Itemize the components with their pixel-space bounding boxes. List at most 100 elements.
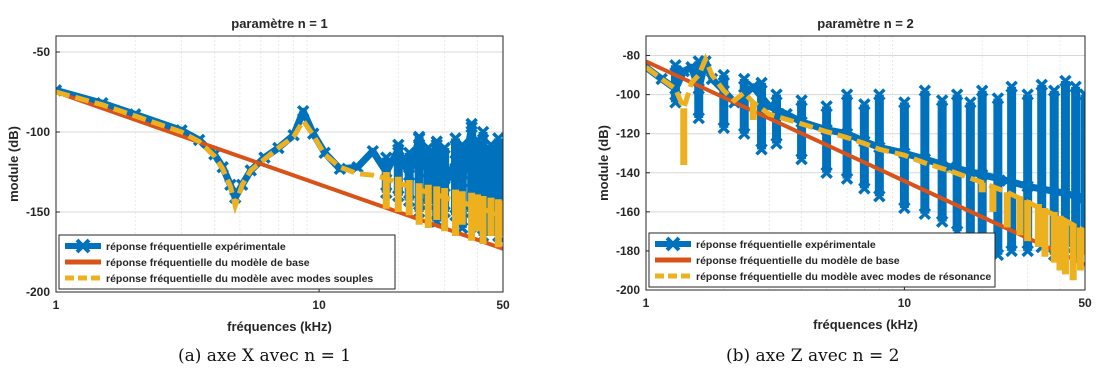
legend: réponse fréquentielle expérimentale répon…	[58, 234, 396, 290]
series-marker	[898, 201, 911, 215]
x-tick-label: 1	[53, 298, 60, 312]
y-tick-label: -100	[616, 88, 640, 102]
legend-item-3: réponse fréquentielle du modèle avec mod…	[655, 271, 991, 283]
series-marker	[1053, 186, 1067, 199]
series-marker	[496, 144, 503, 158]
series-marker	[898, 96, 911, 109]
series-marker	[484, 175, 498, 188]
series-marker	[770, 137, 783, 150]
x-axis-label: fréquences (kHz)	[813, 317, 918, 332]
series-marker	[858, 98, 871, 111]
chart-title: paramètre n = 2	[817, 16, 913, 31]
series-marker	[1059, 74, 1072, 88]
y-tick-label: -180	[616, 244, 640, 258]
legend-box	[58, 234, 396, 290]
series-marker	[820, 166, 833, 180]
legend-item-1: réponse fréquentielle expérimentale	[655, 236, 876, 252]
series-marker	[1000, 174, 1014, 187]
series-marker	[449, 154, 462, 168]
y-tick-label: -100	[26, 125, 50, 139]
series-marker	[717, 68, 731, 82]
series-marker	[476, 125, 490, 139]
y-tick-label: -160	[616, 205, 640, 219]
y-tick-label: -200	[26, 285, 50, 299]
legend-label: réponse fréquentielle expérimentale	[696, 239, 876, 251]
chart-title: paramètre n = 1	[231, 16, 327, 31]
series-marker	[935, 215, 949, 228]
legend-label: réponse fréquentielle du modèle de base	[106, 257, 310, 269]
x-tick-label: 50	[1078, 296, 1092, 310]
series-marker	[465, 117, 478, 131]
series-marker	[795, 152, 808, 166]
series-2	[646, 59, 1085, 267]
axes-box	[645, 35, 1086, 291]
series-marker	[430, 138, 443, 152]
caption-a: (a) axe X avec n = 1	[178, 346, 352, 366]
y-tick-label: -50	[33, 45, 51, 59]
series-marker	[496, 178, 503, 192]
legend-label: réponse fréquentielle du modèle de base	[696, 255, 900, 267]
series-marker	[935, 94, 949, 107]
legend-item-3: réponse fréquentielle du modèle avec mod…	[65, 273, 373, 285]
series-marker	[1069, 80, 1082, 94]
series-line	[646, 59, 1085, 267]
legend-label: réponse fréquentielle expérimentale	[106, 241, 286, 253]
x-tick-label: 50	[496, 298, 510, 312]
series-marker	[1035, 78, 1048, 92]
series-marker	[1005, 80, 1018, 94]
series-marker	[820, 100, 833, 113]
series-marker	[471, 170, 484, 184]
series-marker	[840, 88, 854, 101]
series-group	[646, 52, 1085, 281]
y-axis-label: module (dB)	[596, 125, 611, 201]
series-marker	[412, 130, 426, 144]
legend: réponse fréquentielle expérimentale répon…	[648, 232, 996, 288]
chart-1: 1 10 50 -200 -150 -100 -50 paramètre n = 1 fréqu…	[6, 16, 510, 334]
legend-item-2: réponse fréquentielle du modèle de base	[65, 257, 310, 269]
series-3	[646, 52, 1085, 281]
series-group	[56, 84, 503, 251]
series-marker	[770, 88, 783, 101]
y-tick-label: -80	[623, 49, 641, 63]
series-marker	[918, 207, 932, 221]
legend-label: réponse fréquentielle du modèle avec mod…	[106, 273, 373, 285]
series-marker	[380, 151, 393, 164]
legend-item-2: réponse fréquentielle du modèle de base	[655, 255, 900, 267]
legend-box	[648, 232, 996, 288]
series-marker	[422, 165, 435, 179]
series-marker	[1078, 88, 1085, 101]
series-marker	[1078, 191, 1085, 205]
series-marker	[456, 138, 469, 152]
series-marker	[402, 168, 416, 182]
y-tick-label: -120	[616, 127, 640, 141]
series-marker	[975, 168, 989, 181]
series-marker	[795, 94, 808, 107]
x-axis-label: fréquences (kHz)	[227, 319, 332, 334]
series-marker	[1021, 244, 1034, 258]
series-marker	[873, 189, 886, 203]
series-line	[56, 89, 503, 220]
series-marker	[456, 175, 469, 188]
series-marker	[392, 138, 405, 152]
series-marker	[669, 59, 682, 72]
series-line	[646, 52, 1085, 234]
caption-b: (b) axe Z avec n = 2	[726, 346, 900, 366]
series-marker	[755, 76, 768, 90]
series-marker	[964, 96, 977, 109]
y-axis-label: module (dB)	[6, 126, 21, 202]
series-marker	[840, 172, 854, 185]
legend-label: réponse fréquentielle du modèle avec mod…	[696, 271, 991, 283]
series-marker	[465, 120, 478, 134]
series-marker	[950, 88, 964, 101]
legend-item-1: réponse fréquentielle expérimentale	[65, 238, 286, 254]
y-tick-label: -200	[616, 283, 640, 297]
series-marker	[476, 148, 490, 161]
y-tick-label: -140	[616, 166, 640, 180]
axes-box	[55, 35, 504, 293]
series-marker	[858, 182, 871, 195]
series-marker	[366, 144, 380, 158]
series-marker	[296, 104, 310, 118]
series-marker	[1047, 84, 1061, 97]
chart-2: 1 10 50 -200 -180 -160 -140 -120 -100 -80 paramètr…	[596, 16, 1092, 332]
series-marker	[438, 141, 451, 155]
